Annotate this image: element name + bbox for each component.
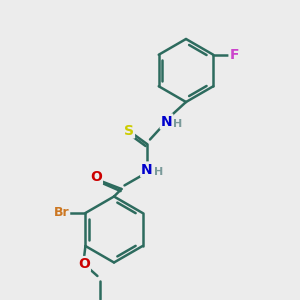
Text: F: F [230,48,239,62]
Text: O: O [78,257,90,271]
Text: N: N [141,163,153,176]
Text: Br: Br [54,206,69,220]
Text: H: H [154,167,163,177]
Text: S: S [124,124,134,137]
Text: H: H [173,119,182,129]
Text: O: O [90,170,102,184]
Text: N: N [161,115,172,128]
